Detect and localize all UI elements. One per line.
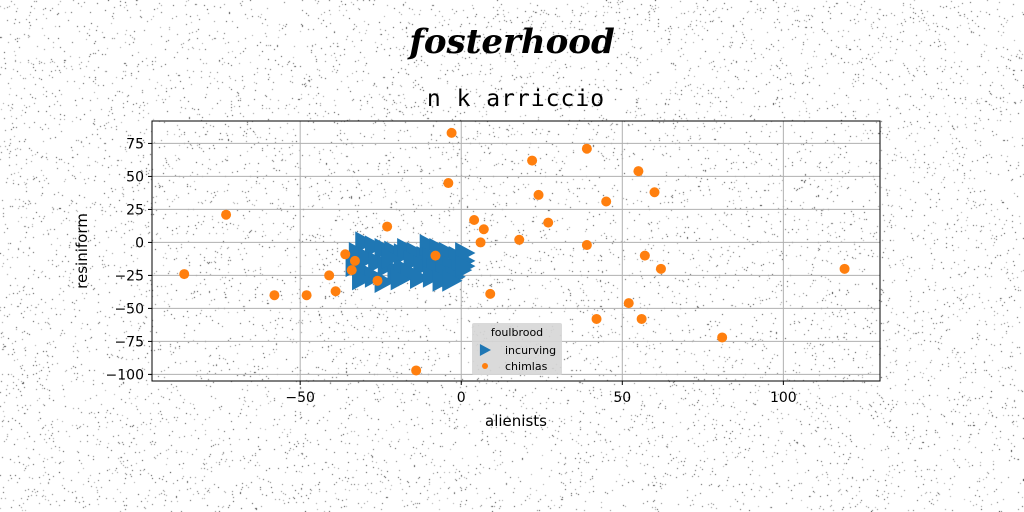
legend-label: incurving — [505, 344, 556, 357]
chimlas-point — [543, 218, 553, 228]
legend: foulbrood incurving chimlas — [472, 323, 562, 375]
chimlas-point — [447, 128, 457, 138]
chimlas-point — [514, 235, 524, 245]
chimlas-point — [840, 264, 850, 274]
x-axis-label: alienists — [485, 412, 547, 430]
x-tick-label: 100 — [770, 390, 797, 406]
chimlas-point — [179, 269, 189, 279]
y-tick-label: −100 — [106, 367, 144, 383]
y-tick-label: 25 — [126, 202, 144, 218]
legend-title: foulbrood — [491, 326, 543, 339]
chimlas-point — [411, 365, 421, 375]
legend-marker-chimlas — [482, 363, 488, 369]
chimlas-point — [582, 240, 592, 250]
chimlas-point — [372, 276, 382, 286]
chimlas-point — [221, 210, 231, 220]
chimlas-point — [640, 251, 650, 261]
chimlas-point — [650, 187, 660, 197]
chimlas-point — [324, 270, 334, 280]
y-tick-label: −50 — [114, 301, 144, 317]
chimlas-point — [331, 286, 341, 296]
chimlas-point — [469, 215, 479, 225]
chimlas-point — [479, 224, 489, 234]
chimlas-point — [582, 144, 592, 154]
x-tick-label: 0 — [457, 390, 466, 406]
chimlas-point — [534, 190, 544, 200]
chimlas-point — [637, 314, 647, 324]
chimlas-point — [350, 256, 360, 266]
chimlas-point — [382, 222, 392, 232]
chimlas-point — [592, 314, 602, 324]
y-tick-label: 0 — [135, 235, 144, 251]
y-tick-label: −25 — [114, 268, 144, 284]
chimlas-point — [430, 251, 440, 261]
chimlas-point — [347, 265, 357, 275]
chimlas-point — [476, 237, 486, 247]
chimlas-point — [656, 264, 666, 274]
chimlas-point — [443, 178, 453, 188]
y-axis-label: resiniform — [73, 213, 91, 289]
chimlas-point — [269, 290, 279, 300]
chimlas-point — [340, 249, 350, 259]
x-tick-label: 50 — [613, 390, 631, 406]
legend-label: chimlas — [505, 360, 548, 373]
y-tick-label: 50 — [126, 169, 144, 185]
chimlas-point — [633, 166, 643, 176]
y-tick-label: −75 — [114, 334, 144, 350]
chimlas-point — [302, 290, 312, 300]
chimlas-point — [485, 289, 495, 299]
y-tick-label: 75 — [126, 136, 144, 152]
chimlas-point — [717, 332, 727, 342]
chimlas-point — [527, 156, 537, 166]
chimlas-point — [624, 298, 634, 308]
chimlas-point — [601, 197, 611, 207]
x-tick-label: −50 — [285, 390, 315, 406]
